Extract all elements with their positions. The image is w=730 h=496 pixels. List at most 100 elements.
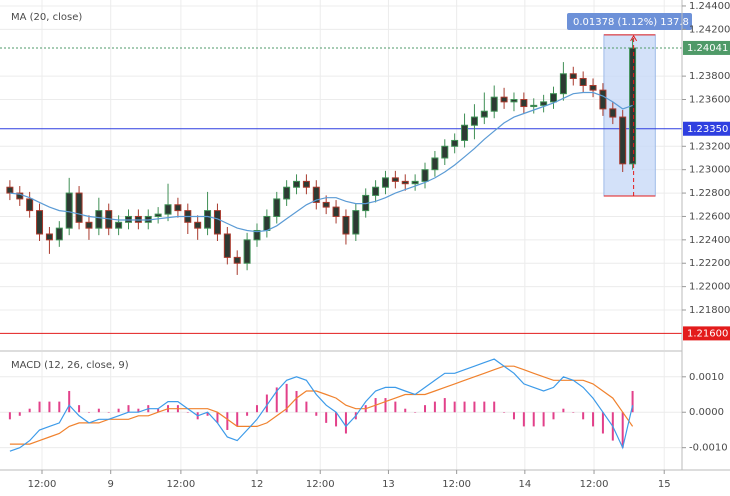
histogram-bar [8, 412, 11, 420]
candle-body [579, 77, 587, 86]
measure-label: 0.01378 (1.12%) 137.8 [573, 17, 689, 28]
histogram-bar [275, 387, 278, 413]
histogram-bar [414, 412, 417, 413]
macd-title: MACD (12, 26, close, 9) [11, 360, 129, 371]
candle-body [431, 157, 439, 171]
candle-body [164, 204, 172, 215]
histogram-bar [315, 412, 318, 416]
histogram-bar [473, 401, 476, 413]
candle-body [85, 221, 93, 229]
y-tick-label: 1.22800 [689, 188, 730, 199]
x-tick-label: 12:00 [580, 479, 609, 490]
histogram-bar [38, 401, 41, 413]
candle-body [480, 110, 488, 118]
signal-line [9, 365, 634, 445]
candle-body [204, 210, 212, 229]
y-tick-label: 1.23200 [689, 141, 730, 152]
candle-body [36, 210, 44, 235]
candle-body [312, 186, 320, 203]
candle-body [263, 215, 271, 231]
histogram-bar [433, 401, 436, 413]
histogram-bar [532, 412, 535, 427]
histogram-bar [463, 401, 466, 413]
histogram-bar [394, 401, 397, 413]
y-tick-label: 1.22400 [689, 235, 730, 246]
histogram-bar [325, 412, 328, 423]
y-tick-label: 1.23000 [689, 165, 730, 176]
y-tick-label: 1.22000 [689, 282, 730, 293]
candle-body [302, 180, 310, 188]
histogram-bar [344, 412, 347, 434]
plot: 0.01378 (1.12%) 137.8 [0, 13, 692, 452]
candle-body [223, 233, 231, 258]
candle-body [154, 213, 162, 217]
candle-body [540, 101, 548, 106]
candle-body [391, 177, 399, 182]
histogram-bar [246, 412, 249, 416]
candle-body [599, 89, 607, 110]
candle-body [510, 99, 518, 103]
candle-body [332, 206, 340, 217]
candle-body [421, 169, 429, 182]
histogram-bar [58, 401, 61, 413]
y-tick-label: 0.0000 [689, 407, 724, 418]
histogram-bar [127, 405, 130, 413]
histogram-bar [572, 412, 575, 413]
candle-body [470, 116, 478, 126]
candle-body [16, 192, 24, 200]
price-label-box [683, 326, 730, 341]
histogram-bar [424, 405, 427, 413]
axes: 12:00 9 12:00 12 12:00 13 12:00 14 12:00 15 1.2440… [28, 1, 730, 490]
candle-body [75, 192, 83, 223]
histogram-bar [562, 408, 565, 413]
y-tick-label: 1.22200 [689, 258, 730, 269]
y-tick-label: -0.0010 [689, 443, 728, 454]
candle-body [134, 215, 142, 223]
candle-body [273, 198, 281, 217]
candle-body [283, 186, 291, 200]
y-tick-label: 1.22600 [689, 211, 730, 222]
candle-body [213, 210, 221, 235]
candle-body [243, 239, 251, 264]
candle-body [65, 192, 73, 229]
x-tick-label: 15 [658, 479, 671, 490]
candle-body [619, 116, 627, 165]
candle-body [381, 177, 389, 188]
candle-body [589, 84, 597, 91]
x-tick-label: 12 [251, 479, 264, 490]
histogram-bar [28, 408, 31, 413]
x-tick-label: 12:00 [28, 479, 57, 490]
histogram-bar [285, 383, 288, 413]
histogram-bar [493, 401, 496, 413]
y-tick-label: 1.23600 [689, 95, 730, 106]
candle-body [95, 210, 103, 229]
histogram-bar [404, 408, 407, 413]
x-tick-label: 12:00 [306, 479, 335, 490]
price-label: 1.24041 [687, 43, 728, 54]
histogram-bar [522, 412, 525, 427]
histogram-bar [601, 412, 604, 434]
candle-body [500, 96, 508, 103]
y-tick-label: 0.0010 [689, 372, 724, 383]
candle-body [26, 198, 34, 212]
histogram-bar [137, 408, 140, 413]
candle-body [569, 73, 577, 79]
histogram-bar [453, 401, 456, 413]
y-tick-label: 1.23800 [689, 71, 730, 82]
histogram-bar [48, 401, 51, 413]
candle-body [6, 186, 14, 194]
candle-body [253, 229, 261, 241]
price-label-box [683, 121, 730, 136]
candle-body [45, 233, 53, 241]
histogram-bar [206, 412, 209, 416]
candle-body [322, 201, 330, 208]
measure-arrowhead [630, 34, 638, 42]
x-tick-label: 12:00 [442, 479, 471, 490]
histogram-bar [305, 401, 308, 413]
histogram-bar [384, 398, 387, 413]
candle-body [559, 73, 567, 95]
histogram-bar [157, 408, 160, 413]
histogram-bar [68, 390, 71, 413]
candle-body [293, 180, 301, 188]
price-label-box [683, 40, 730, 55]
